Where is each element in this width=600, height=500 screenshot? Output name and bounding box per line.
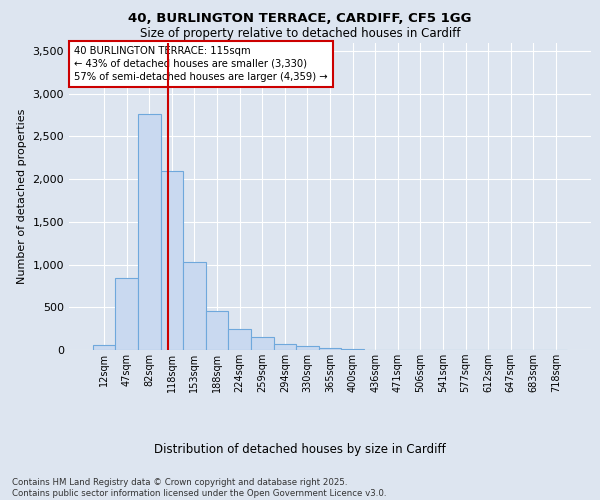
Bar bbox=[296, 346, 319, 350]
Bar bbox=[115, 278, 138, 350]
Bar bbox=[251, 337, 274, 350]
Text: Contains HM Land Registry data © Crown copyright and database right 2025.
Contai: Contains HM Land Registry data © Crown c… bbox=[12, 478, 386, 498]
Text: 40, BURLINGTON TERRACE, CARDIFF, CF5 1GG: 40, BURLINGTON TERRACE, CARDIFF, CF5 1GG bbox=[128, 12, 472, 26]
Bar bbox=[93, 346, 115, 350]
Bar bbox=[206, 311, 229, 350]
Bar bbox=[138, 114, 161, 350]
Bar bbox=[161, 170, 183, 350]
Text: 40 BURLINGTON TERRACE: 115sqm
← 43% of detached houses are smaller (3,330)
57% o: 40 BURLINGTON TERRACE: 115sqm ← 43% of d… bbox=[74, 46, 328, 82]
Y-axis label: Number of detached properties: Number of detached properties bbox=[17, 108, 27, 284]
Bar bbox=[183, 262, 206, 350]
Bar bbox=[274, 344, 296, 350]
Bar bbox=[229, 329, 251, 350]
Bar bbox=[319, 348, 341, 350]
Bar bbox=[341, 348, 364, 350]
Text: Distribution of detached houses by size in Cardiff: Distribution of detached houses by size … bbox=[154, 442, 446, 456]
Text: Size of property relative to detached houses in Cardiff: Size of property relative to detached ho… bbox=[140, 28, 460, 40]
